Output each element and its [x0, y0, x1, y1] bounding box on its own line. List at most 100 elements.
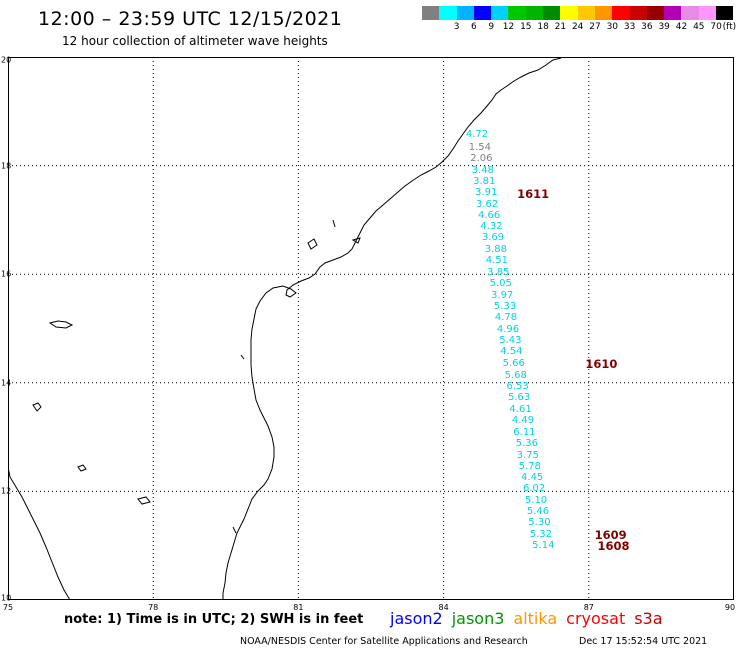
legend-tick-label: 24: [571, 22, 584, 32]
swh-value: 3.81: [473, 176, 496, 188]
graticule-grid: [8, 57, 734, 600]
legend-swatch: [577, 6, 595, 20]
latitude-label: 18: [1, 161, 12, 171]
satellite-name: jason3: [451, 609, 505, 628]
map-frame: [8, 57, 734, 600]
swh-value: 5.46: [526, 506, 550, 518]
swh-value: 4.51: [485, 255, 508, 267]
latitude-label: 16: [1, 269, 12, 279]
legend-swatch: [508, 6, 526, 20]
legend-tick-label: 39: [658, 22, 670, 32]
swh-value: 4.45: [521, 471, 544, 483]
swh-value: 3.69: [481, 232, 505, 244]
color-legend-bar: [422, 6, 734, 20]
legend-tick-label: 6: [471, 22, 477, 32]
island-6: [332, 219, 336, 228]
longitude-label: 87: [583, 603, 594, 612]
legend-swatch: [560, 6, 578, 20]
swh-value: 1.54: [468, 141, 492, 153]
legend-unit: (ft): [722, 22, 737, 32]
legend-swatch: [422, 6, 440, 20]
pass-time-label: 1608: [597, 538, 630, 553]
satellite-name: altika: [513, 609, 558, 628]
page-title: 12:00 – 23:59 UTC 12/15/2021: [38, 8, 343, 30]
swh-value: 6.53: [506, 381, 529, 393]
legend-tick-label: 9: [488, 22, 495, 32]
swh-value: 5.10: [524, 494, 548, 506]
island-4: [137, 496, 151, 505]
island-9: [232, 526, 237, 534]
swh-value: 4.72: [465, 129, 489, 141]
legend-swatch: [439, 6, 457, 20]
island-1: [48, 320, 74, 329]
swh-value: 5.63: [507, 392, 531, 403]
map-canvas: [8, 57, 734, 600]
swh-value: 4.78: [494, 312, 518, 324]
legend-swatch: [664, 6, 682, 20]
swh-value: 3.91: [475, 187, 498, 199]
swh-value: 3.62: [476, 198, 499, 210]
swh-value: 5.36: [515, 438, 538, 450]
swh-value: 5.78: [518, 460, 541, 472]
legend-swatch: [473, 6, 492, 20]
legend-swatch: [612, 6, 630, 20]
legend-swatch: [491, 6, 509, 20]
satellite-name: s3a: [634, 609, 663, 628]
swh-value: 6.02: [522, 483, 546, 495]
legend-tick-label: 33: [623, 22, 636, 32]
pass-time-label: 1610: [585, 356, 618, 371]
swh-value: 3.48: [471, 165, 494, 177]
island-5: [307, 238, 318, 250]
island-8: [240, 354, 245, 360]
swh-value: 3.75: [516, 449, 539, 461]
legend-swatch: [629, 6, 647, 20]
swh-value: 4.96: [496, 323, 520, 335]
credit-text: NOAA/NESDIS Center for Satellite Applica…: [240, 636, 528, 647]
swh-value: 3.88: [484, 244, 507, 256]
legend-swatch: [716, 6, 734, 20]
swh-value: 3.97: [491, 289, 514, 301]
island-7: [351, 237, 361, 244]
swh-value: 2.06: [470, 153, 493, 165]
legend-tick-label: 45: [693, 22, 705, 32]
legend-swatch: [456, 6, 474, 20]
legend-swatch: [681, 6, 699, 20]
latitude-label: 12: [1, 486, 12, 496]
legend-tick-label: 27: [589, 22, 601, 32]
swh-value: 4.66: [477, 210, 501, 222]
swh-value: 5.33: [493, 300, 517, 312]
swh-value: 4.32: [480, 220, 503, 232]
generated-timestamp: Dec 17 15:52:54 UTC 2021: [579, 636, 708, 647]
longitude-label: 81: [293, 603, 304, 612]
coastline-sri-lanka: [8, 466, 71, 600]
legend-tick-label: 18: [537, 22, 549, 32]
swh-value: 3.85: [487, 266, 510, 278]
legend-swatch: [646, 6, 665, 20]
latitude-label: 20: [1, 55, 12, 65]
swh-value: 6.11: [513, 426, 536, 438]
swh-value: 5.05: [489, 277, 512, 289]
swh-value: 5.68: [504, 369, 527, 381]
legend-swatch: [594, 6, 613, 20]
swh-value: 5.14: [532, 540, 555, 552]
footer-note: note: 1) Time is in UTC; 2) SWH is in fe…: [64, 612, 364, 627]
legend-tick-label: 3: [453, 22, 460, 32]
swh-value: 4.54: [500, 346, 523, 358]
coastline-india-east: [222, 57, 562, 600]
longitude-label: 84: [438, 603, 449, 612]
island-3: [77, 464, 87, 472]
legend-tick-label: 21: [554, 22, 567, 32]
longitude-label: 90: [724, 603, 736, 612]
pass-time-label: 1611: [517, 187, 550, 202]
latitude-label: 14: [1, 378, 12, 388]
legend-tick-label: 15: [520, 22, 532, 32]
legend-tick-label: 70: [710, 22, 722, 32]
legend-swatch: [525, 6, 544, 20]
latitude-label: 10: [1, 593, 12, 603]
legend-tick-label: 12: [502, 22, 515, 32]
longitude-label: 78: [148, 603, 159, 612]
longitude-label: 75: [2, 603, 14, 612]
satellite-legend: jason2 jason3 altika cryosat s3a: [390, 609, 672, 628]
legend-swatch: [698, 6, 717, 20]
legend-tick-label: 30: [606, 22, 619, 32]
